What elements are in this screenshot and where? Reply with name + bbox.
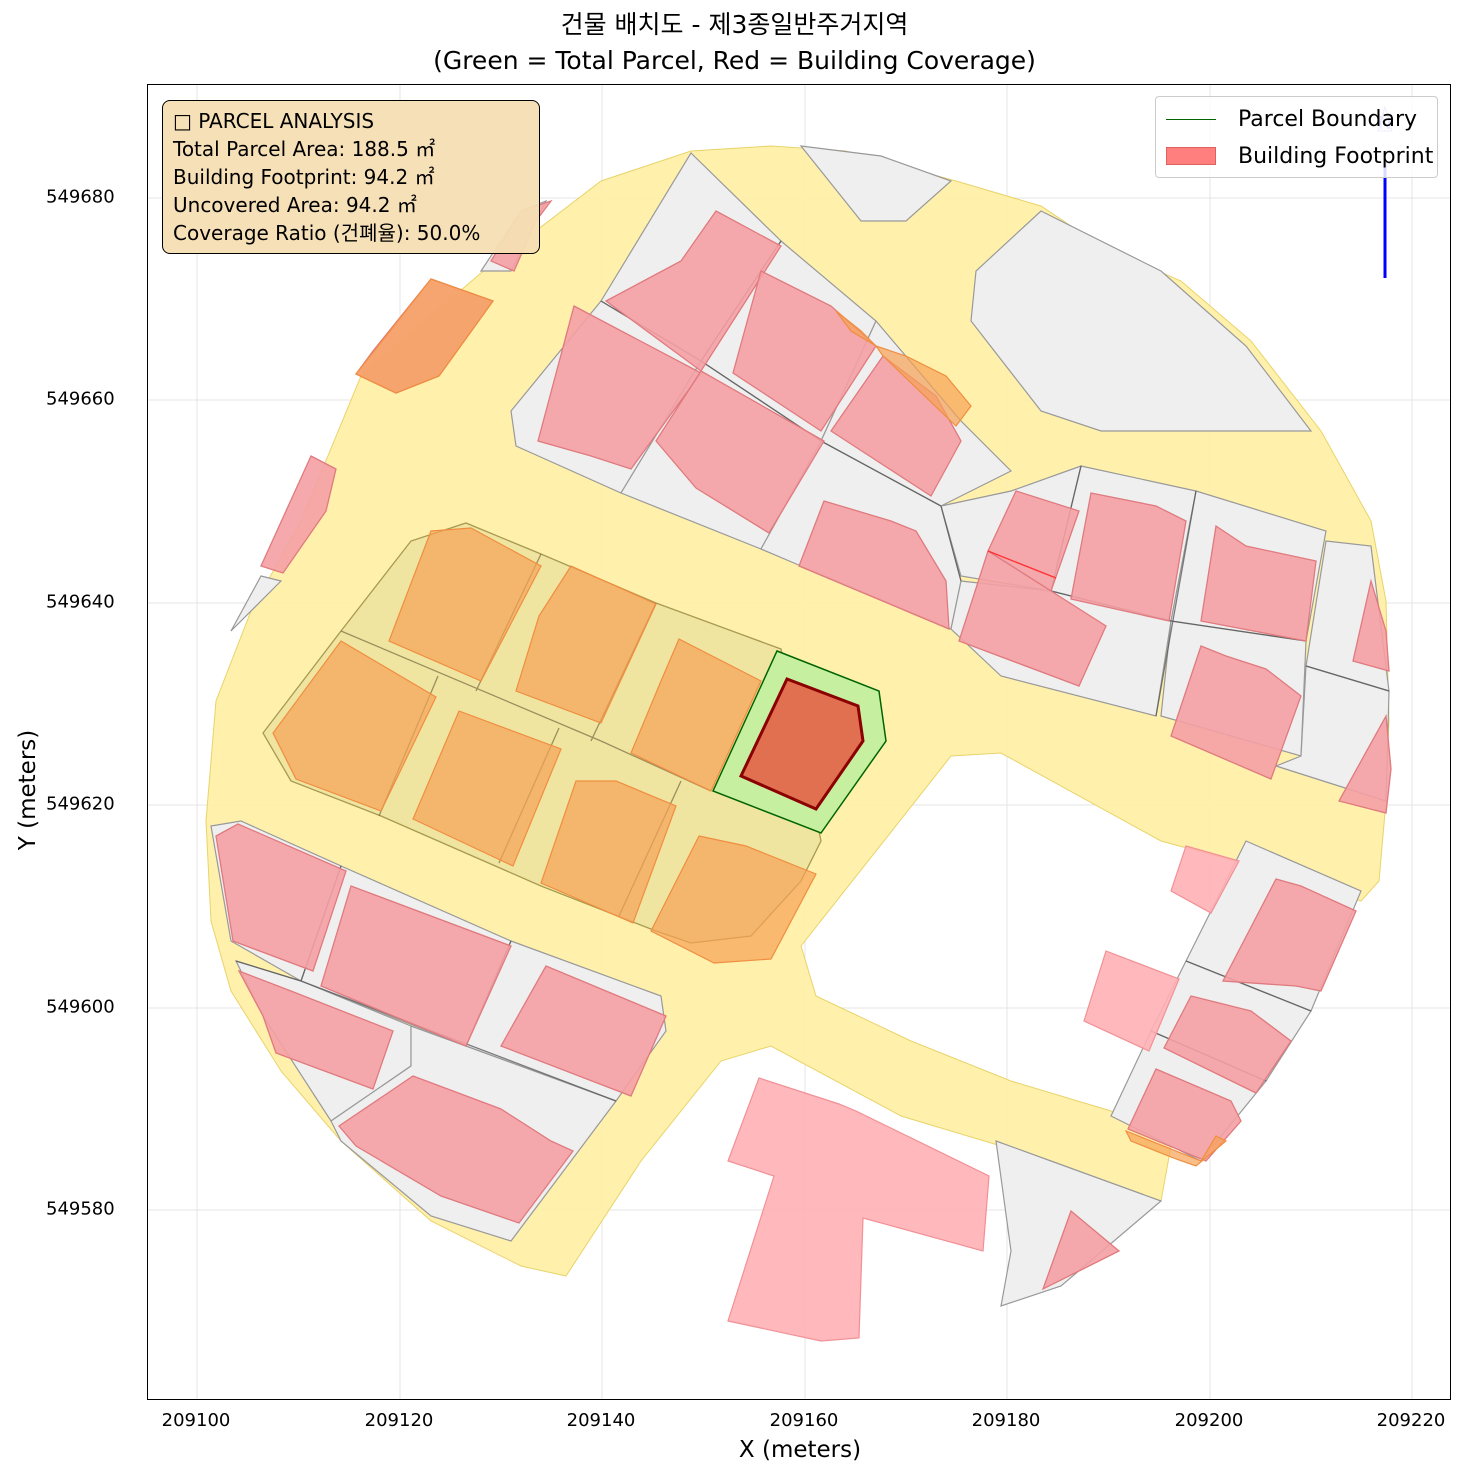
lot [799,145,953,222]
standalone-building [727,1077,990,1342]
context-building [732,270,877,432]
y-tick-label: 549660 [46,388,115,410]
context-building [1070,492,1187,622]
y-tick-label: 549620 [46,793,115,815]
lot [970,210,1313,432]
legend-label-parcel: Parcel Boundary [1238,106,1418,132]
block-building [630,638,762,792]
context-building [500,965,667,1097]
block-building [650,835,817,964]
y-tick-label: 549580 [46,1198,115,1220]
info-building-footprint: Building Footprint: 94.2 ㎡ [173,165,435,189]
standalone-building [1083,950,1180,1052]
standalone-building [1170,845,1240,914]
context-building [1041,1209,1121,1291]
x-tick-label: 209160 [769,1410,839,1431]
context-building [237,969,394,1090]
x-tick-label: 209220 [1376,1410,1446,1431]
context-building [260,455,337,574]
map-plot-area[interactable]: N [147,84,1451,1400]
building[interactable] [738,677,865,811]
context-building [958,550,1107,687]
x-tick-label: 209120 [364,1410,434,1431]
parcel-line-swatch [1166,118,1216,120]
legend: Parcel Boundary Building Footprint [1155,96,1438,178]
block-building [272,640,437,812]
x-tick-label: 209180 [971,1410,1041,1431]
context-building [320,885,512,1047]
x-tick-label: 209100 [161,1410,231,1431]
context-building [1170,645,1302,780]
y-tick-label: 549640 [46,591,115,613]
highlight-line [987,550,1057,579]
orange-overhang [835,310,877,347]
orange-overhang [874,344,972,427]
context-building [604,210,782,372]
block-buildings [272,278,1228,1167]
context-building [338,1075,575,1224]
y-tick-label: 549680 [46,186,115,208]
context-building [655,370,825,534]
chart-title: 건물 배치도 - 제3종일반주거지역 [560,10,909,39]
chart-subtitle: (Green = Total Parcel, Red = Building Co… [433,46,1036,75]
context-building [1200,524,1317,642]
x-tick-label: 209140 [566,1410,636,1431]
standalone-buildings [727,845,1240,1342]
context-building [1221,878,1357,992]
context-building [1163,995,1292,1094]
context-building [1352,578,1390,672]
info-total-parcel: Total Parcel Area: 188.5 ㎡ [173,137,436,161]
info-uncovered-area: Uncovered Area: 94.2 ㎡ [173,193,417,217]
context-building [798,500,950,631]
x-tick-label: 209200 [1174,1410,1244,1431]
parcel-analysis-box: □ PARCEL ANALYSIS Total Parcel Area: 188… [162,100,540,254]
lot [230,575,283,632]
block-building [412,710,562,867]
block-building [388,527,542,682]
info-coverage-ratio: Coverage Ratio (건폐율): 50.0% [173,221,481,245]
context-building [215,823,347,972]
y-tick-label: 549600 [46,996,115,1018]
info-heading: □ PARCEL ANALYSIS [173,109,375,133]
legend-item-parcel: Parcel Boundary [1166,104,1417,134]
building-patch-swatch [1166,147,1216,165]
block-building [515,565,657,724]
orange-overhang [1124,1129,1228,1167]
x-axis-label: X (meters) [738,1437,862,1463]
y-axis-label: Y (meters) [15,729,41,851]
block-building [540,780,677,924]
context-building [1338,713,1392,814]
map-canvas: N [148,85,1450,1399]
legend-item-building: Building Footprint [1166,141,1433,171]
legend-label-building: Building Footprint [1238,143,1434,169]
orange-overhang [355,278,494,394]
context-building [537,305,702,470]
